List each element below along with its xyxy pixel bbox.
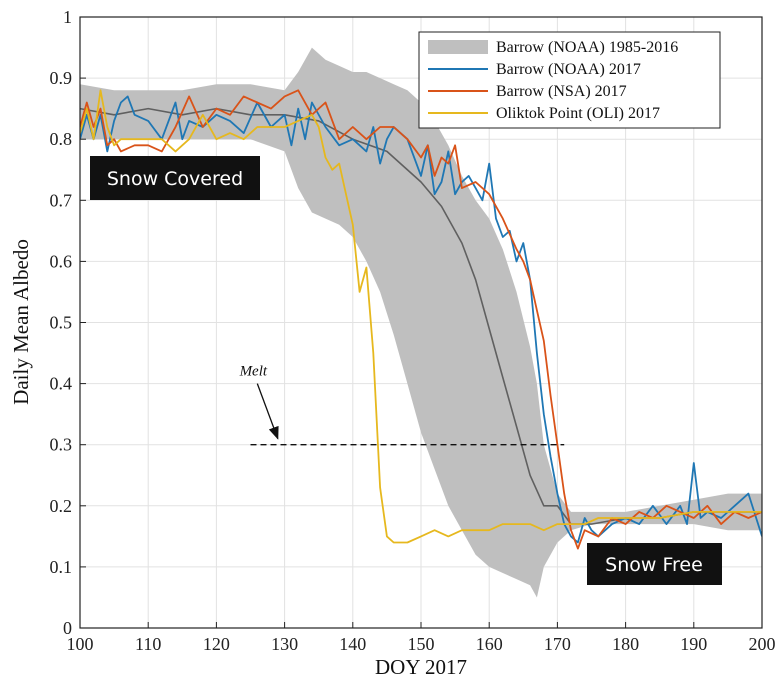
annotation-layer: Melt Snow Covered Snow Free	[90, 156, 722, 585]
y-tick-label: 0.3	[50, 435, 73, 455]
x-tick-label: 190	[680, 634, 707, 654]
series-layer	[80, 89, 762, 550]
legend-label: Barrow (NSA) 2017	[496, 83, 627, 100]
series-line-barrow-noaa-2017	[80, 95, 762, 544]
x-tick-label: 110	[135, 634, 161, 654]
x-tick-label: 200	[749, 634, 776, 654]
snow-covered-box	[90, 156, 260, 200]
legend: Barrow (NOAA) 1985-2016 Barrow (NOAA) 201…	[418, 31, 721, 129]
climatology-band-layer	[80, 47, 762, 598]
x-axis-title: DOY 2017	[375, 655, 467, 679]
snow-covered-label: Snow Covered	[107, 168, 243, 190]
y-tick-label: 0.5	[50, 313, 73, 333]
legend-label: Oliktok Point (OLI) 2017	[496, 105, 660, 122]
series-line-oliktok-point-oli-2017	[80, 89, 762, 544]
x-tick-label: 130	[271, 634, 298, 654]
legend-label: Barrow (NOAA) 1985-2016	[496, 39, 678, 56]
x-tick-label: 140	[339, 634, 366, 654]
y-tick-label: 0	[63, 618, 72, 638]
climatology-band	[80, 47, 762, 598]
y-tick-label: 0.6	[50, 251, 73, 271]
legend-swatch-band	[428, 40, 488, 54]
y-tick-label: 0.4	[50, 374, 73, 394]
x-tick-label: 150	[408, 634, 435, 654]
x-tick-label: 170	[544, 634, 571, 654]
x-tick-label: 100	[67, 634, 94, 654]
y-tick-label: 0.8	[50, 129, 73, 149]
melt-arrow	[256, 383, 279, 440]
y-axis-title: Daily Mean Albedo	[9, 239, 33, 405]
y-tick-label: 0.2	[50, 496, 73, 516]
snow-free-label: Snow Free	[605, 554, 703, 576]
snow-free-box	[587, 543, 722, 585]
x-tick-label: 160	[476, 634, 503, 654]
axis-ticks: 100 110 120 130 140 150 160 170 180 190 200 0 0.1 0.2…	[50, 7, 776, 654]
x-tick-label: 180	[612, 634, 639, 654]
y-tick-label: 0.9	[50, 68, 73, 88]
legend-label: Barrow (NOAA) 2017	[496, 61, 641, 78]
series-line-barrow-noaa-1985-2016-mean	[80, 107, 762, 525]
y-tick-label: 1	[63, 7, 72, 27]
x-tick-label: 120	[203, 634, 230, 654]
y-tick-label: 0.1	[50, 557, 73, 577]
y-tick-label: 0.7	[50, 190, 73, 210]
series-line-barrow-nsa-2017	[80, 89, 762, 550]
melt-label: Melt	[239, 364, 268, 380]
